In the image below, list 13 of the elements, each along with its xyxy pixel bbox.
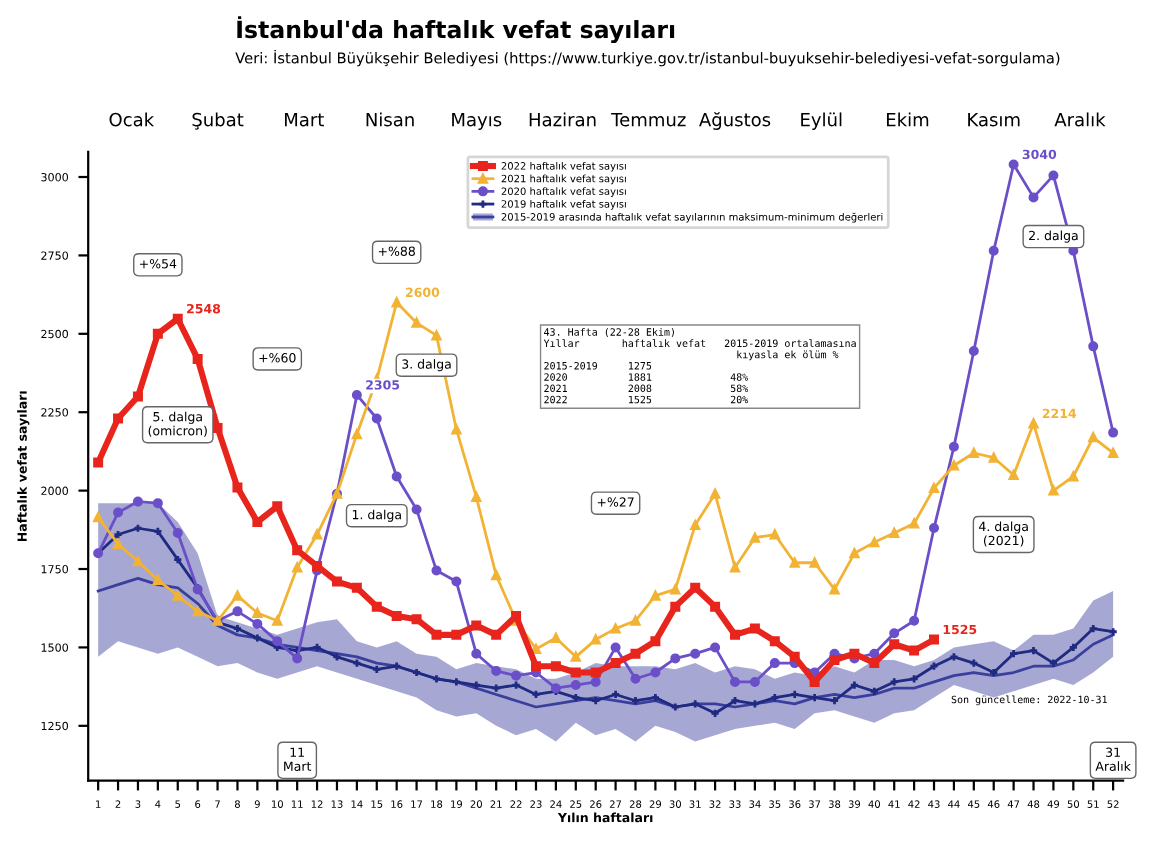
text: Temmuz [611,112,686,127]
text: Nisan [366,112,414,127]
text: Eylül [801,112,842,130]
text: Ocak [109,112,155,127]
text: Haziran [529,112,596,127]
chart-title: İstanbul'da haftalık vefat sayıları [237,16,675,44]
text: Mayıs [452,112,502,130]
text: Mart [285,112,324,127]
text: Kasım [968,112,1020,127]
text: Şubat [192,112,244,130]
text: Ekim [887,112,929,127]
text: Ağustos [699,111,771,130]
text: Aralık [1054,112,1106,127]
